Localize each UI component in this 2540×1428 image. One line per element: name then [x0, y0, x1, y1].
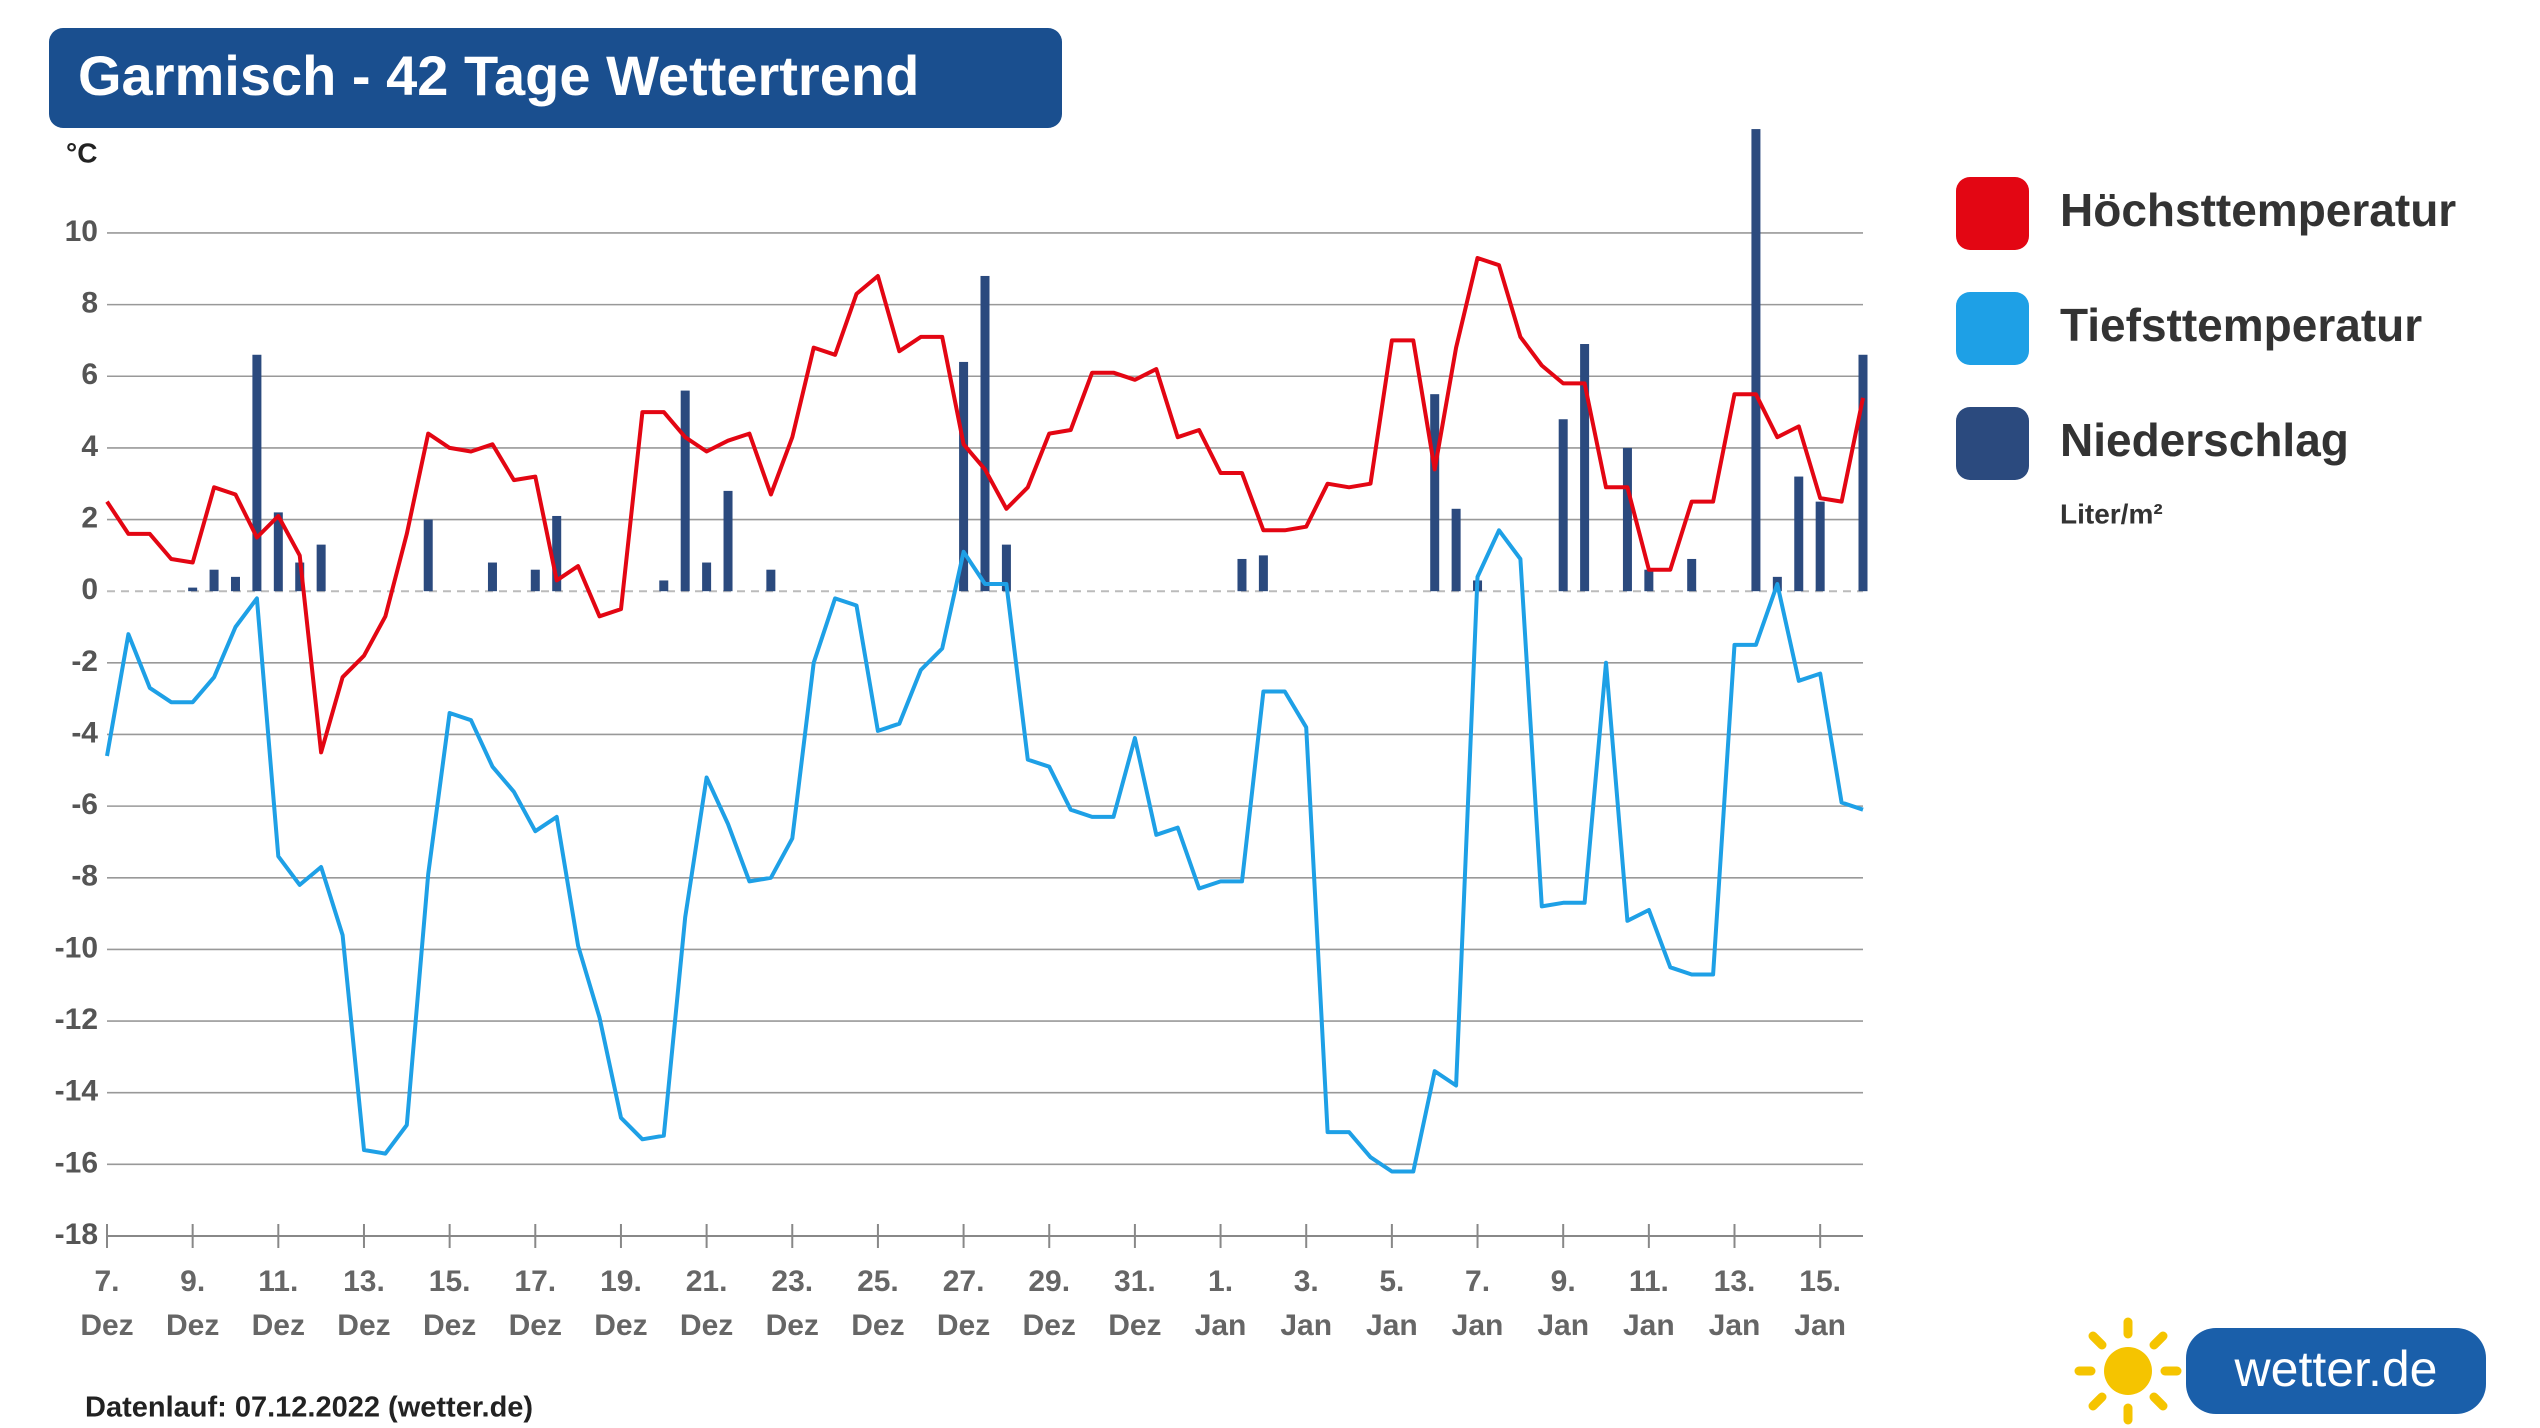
y-tick-label: -16	[55, 1146, 98, 1179]
bar	[295, 562, 305, 592]
bar	[252, 354, 262, 592]
bar	[766, 569, 776, 592]
bar	[1644, 569, 1654, 592]
x-tick-label: 5. Jan	[1366, 1265, 1418, 1342]
logo-text: wetter.de	[2234, 1341, 2438, 1397]
x-tick-label: 27. Dez	[936, 1265, 991, 1342]
bar	[1580, 344, 1590, 592]
bar	[188, 587, 198, 592]
bar	[1751, 129, 1761, 592]
bar	[702, 562, 712, 592]
x-tick-label: 9. Jan	[1537, 1265, 1590, 1342]
y-tick-label: 2	[81, 501, 98, 534]
x-tick-label: 7. Jan	[1451, 1265, 1504, 1342]
x-tick-label: 29. Dez	[1022, 1265, 1076, 1342]
bar	[659, 580, 669, 592]
bar	[1794, 476, 1804, 592]
bar	[530, 569, 540, 592]
x-tick-label: 21. Dez	[679, 1265, 734, 1342]
bar	[209, 569, 219, 592]
bar	[1858, 354, 1868, 592]
bar	[1815, 501, 1825, 592]
bar	[1430, 394, 1440, 592]
legend-swatch	[1956, 407, 2029, 480]
y-tick-label: -14	[55, 1075, 99, 1108]
bar	[1001, 544, 1011, 592]
x-tick-label: 25. Dez	[851, 1265, 905, 1342]
line	[105, 256, 1865, 755]
bar	[230, 576, 240, 592]
y-tick-label: 8	[81, 287, 98, 320]
x-tick-label: 3. Jan	[1280, 1265, 1333, 1342]
bar	[680, 390, 690, 592]
footer: Datenlauf: 07.12.2022 (wetter.de)	[85, 1392, 533, 1424]
bar	[1622, 447, 1632, 592]
x-tick-label: 11. Jan	[1622, 1265, 1675, 1342]
y-tick-label: -18	[55, 1218, 98, 1251]
x-tick-label: 13. Jan	[1708, 1265, 1761, 1342]
bar	[552, 515, 562, 592]
legend-label: Tiefsttemperatur	[2060, 299, 2422, 351]
logo-sun	[2074, 1317, 2182, 1425]
bar	[1258, 555, 1268, 592]
bar	[423, 519, 433, 592]
y-tick-label: 10	[65, 215, 98, 248]
bar	[723, 490, 733, 592]
bar	[1451, 508, 1461, 592]
x-tick-label: 23. Dez	[765, 1265, 819, 1342]
legend-swatch	[1956, 292, 2029, 365]
y-tick-label: -2	[71, 645, 98, 678]
bar	[1237, 558, 1247, 592]
y-tick-label: -8	[71, 860, 98, 893]
x-tick-label: 15. Dez	[422, 1265, 477, 1342]
y-tick-label: -10	[55, 931, 98, 964]
title-box	[49, 28, 1062, 128]
x-tick-label: 31. Dez	[1108, 1265, 1162, 1342]
y-tick-label: -6	[71, 788, 98, 821]
bar	[959, 361, 969, 592]
x-tick-label: 7. Dez	[80, 1265, 134, 1342]
x-tick-label: 15. Jan	[1794, 1265, 1846, 1342]
x-tick-label: 13. Dez	[337, 1265, 391, 1342]
bar	[1558, 419, 1568, 592]
grid	[107, 232, 1863, 1237]
bar	[1687, 558, 1697, 592]
y-tick-label: 0	[81, 573, 98, 606]
x-tick-label: 17. Dez	[508, 1265, 562, 1342]
chart-title: Garmisch - 42 Tage Wettertrend	[78, 44, 919, 107]
logo-box	[2186, 1328, 2486, 1414]
legend-unit: Liter/m²	[2060, 498, 2163, 529]
x-tick-label: 19. Dez	[594, 1265, 648, 1342]
bar	[273, 512, 283, 592]
line	[105, 528, 1864, 1174]
bar	[980, 275, 990, 592]
y-tick-label: 6	[81, 358, 98, 391]
bar	[487, 562, 497, 592]
y-tick-label: -12	[55, 1003, 98, 1036]
legend-label: Niederschlag	[2060, 414, 2349, 466]
y-unit: °C	[66, 137, 97, 168]
y-tick-label: 4	[81, 430, 98, 463]
legend-swatch	[1956, 177, 2029, 250]
y-tick-label: -4	[71, 716, 98, 749]
x-tick-label: 9. Dez	[165, 1265, 220, 1342]
bar	[316, 544, 326, 592]
legend-label: Höchsttemperatur	[2060, 184, 2456, 236]
x-tick-label: 11. Dez	[251, 1265, 305, 1342]
x-tick-label: 1. Jan	[1194, 1265, 1247, 1342]
